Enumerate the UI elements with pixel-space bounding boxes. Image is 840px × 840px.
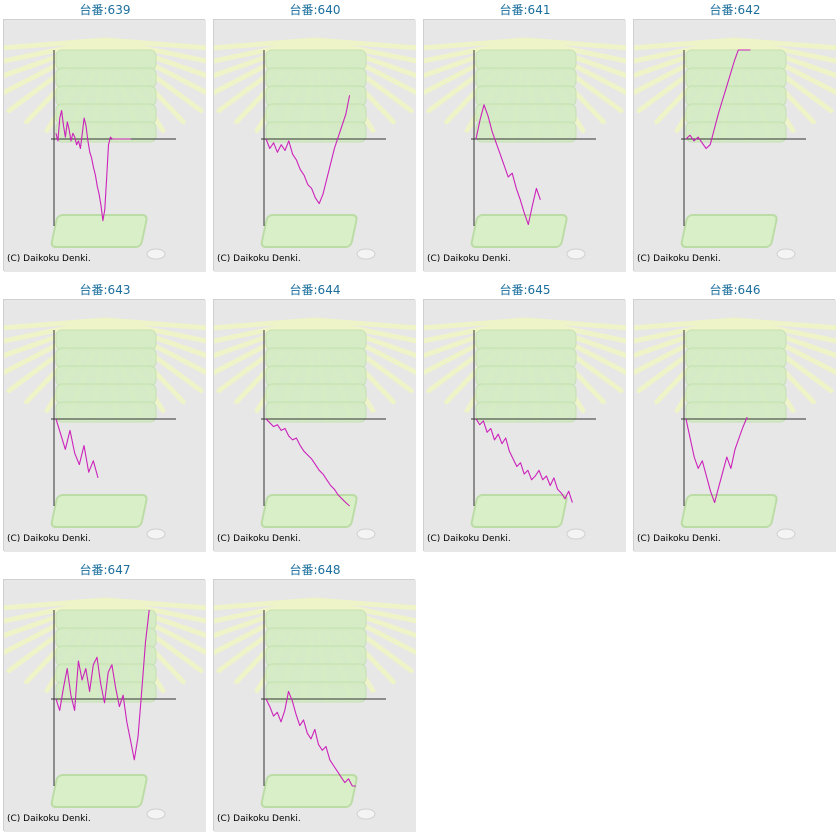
tray-icon xyxy=(680,214,778,248)
chart-frame: (C) Daikoku Denki. xyxy=(423,19,626,272)
data-series-line xyxy=(685,416,748,504)
chart-credit: (C) Daikoku Denki. xyxy=(217,814,301,824)
tray-icon xyxy=(260,494,358,528)
chart-credit: (C) Daikoku Denki. xyxy=(637,534,721,544)
data-series-line xyxy=(55,609,150,761)
coin-icon xyxy=(566,248,586,260)
chart-svg: (C) Daikoku Denki. xyxy=(4,300,206,552)
data-series-line xyxy=(265,418,350,507)
chart-cell: 台番:648 (C) Daikoku Denki. xyxy=(210,560,420,840)
coin-icon xyxy=(776,248,796,260)
chart-title: 台番:640 xyxy=(289,3,341,17)
chart-title: 台番:642 xyxy=(709,3,761,17)
coin-icon xyxy=(356,248,376,260)
coin-icon xyxy=(146,248,166,260)
chart-title: 台番:639 xyxy=(79,3,131,17)
chart-frame: (C) Daikoku Denki. xyxy=(3,299,206,552)
tray-icon xyxy=(470,494,568,528)
slot-machine-background-icon xyxy=(265,49,367,143)
chart-cell: 台番:642 (C) Daikoku Denki. xyxy=(630,0,840,280)
chart-svg: (C) Daikoku Denki. xyxy=(4,580,206,832)
data-series-line xyxy=(55,109,131,222)
chart-cell: 台番:641 (C) Daikoku Denki. xyxy=(420,0,630,280)
slot-machine-background-icon xyxy=(685,49,787,143)
chart-svg: (C) Daikoku Denki. xyxy=(4,20,206,272)
chart-title: 台番:645 xyxy=(499,283,551,297)
chart-credit: (C) Daikoku Denki. xyxy=(427,534,511,544)
chart-frame: (C) Daikoku Denki. xyxy=(633,299,836,552)
chart-cell: 台番:645 (C) Daikoku Denki. xyxy=(420,280,630,560)
tray-icon xyxy=(260,214,358,248)
chart-credit: (C) Daikoku Denki. xyxy=(7,814,91,824)
coin-icon xyxy=(356,808,376,820)
chart-credit: (C) Daikoku Denki. xyxy=(217,534,301,544)
data-series-line xyxy=(685,49,751,150)
tray-icon xyxy=(50,774,148,808)
chart-title: 台番:648 xyxy=(289,563,341,577)
slot-machine-background-icon xyxy=(265,609,367,703)
slot-machine-background-icon xyxy=(55,609,157,703)
coin-icon xyxy=(566,528,586,540)
coin-icon xyxy=(776,528,796,540)
data-series-line xyxy=(475,418,573,503)
chart-frame: (C) Daikoku Denki. xyxy=(3,579,206,832)
chart-cell: 台番:639 (C) Daikoku Denki. xyxy=(0,0,210,280)
slot-machine-background-icon xyxy=(265,329,367,423)
coin-icon xyxy=(356,528,376,540)
chart-cell: 台番:646 (C) Daikoku Denki. xyxy=(630,280,840,560)
tray-icon xyxy=(50,494,148,528)
slot-machine-background-icon xyxy=(475,329,577,423)
tray-icon xyxy=(470,214,568,248)
chart-svg: (C) Daikoku Denki. xyxy=(424,20,626,272)
chart-credit: (C) Daikoku Denki. xyxy=(217,254,301,264)
chart-frame: (C) Daikoku Denki. xyxy=(213,19,416,272)
chart-cell: 台番:643 (C) Daikoku Denki. xyxy=(0,280,210,560)
chart-credit: (C) Daikoku Denki. xyxy=(7,534,91,544)
chart-cell: 台番:644 (C) Daikoku Denki. xyxy=(210,280,420,560)
chart-svg: (C) Daikoku Denki. xyxy=(634,20,836,272)
chart-title: 台番:644 xyxy=(289,283,341,297)
tray-icon xyxy=(260,774,358,808)
chart-frame: (C) Daikoku Denki. xyxy=(423,299,626,552)
data-series-line xyxy=(265,690,356,787)
data-series-line xyxy=(265,95,351,205)
chart-svg: (C) Daikoku Denki. xyxy=(424,300,626,552)
slot-machine-background-icon xyxy=(475,49,577,143)
slot-machine-background-icon xyxy=(685,329,787,423)
chart-credit: (C) Daikoku Denki. xyxy=(637,254,721,264)
chart-cell: 台番:640 (C) Daikoku Denki. xyxy=(210,0,420,280)
tray-icon xyxy=(50,214,148,248)
chart-title: 台番:643 xyxy=(79,283,131,297)
chart-frame: (C) Daikoku Denki. xyxy=(633,19,836,272)
chart-title: 台番:647 xyxy=(79,563,131,577)
data-series-line xyxy=(475,104,541,226)
tray-icon xyxy=(680,494,778,528)
chart-credit: (C) Daikoku Denki. xyxy=(427,254,511,264)
chart-title: 台番:646 xyxy=(709,283,761,297)
coin-icon xyxy=(146,528,166,540)
chart-frame: (C) Daikoku Denki. xyxy=(3,19,206,272)
chart-svg: (C) Daikoku Denki. xyxy=(634,300,836,552)
chart-svg: (C) Daikoku Denki. xyxy=(214,580,416,832)
chart-credit: (C) Daikoku Denki. xyxy=(7,254,91,264)
chart-frame: (C) Daikoku Denki. xyxy=(213,579,416,832)
chart-cell: 台番:647 (C) Daikoku Denki. xyxy=(0,560,210,840)
data-series-line xyxy=(55,418,99,479)
coin-icon xyxy=(146,808,166,820)
chart-svg: (C) Daikoku Denki. xyxy=(214,20,416,272)
slot-machine-background-icon xyxy=(55,49,157,143)
chart-svg: (C) Daikoku Denki. xyxy=(214,300,416,552)
chart-title: 台番:641 xyxy=(499,3,551,17)
slot-machine-background-icon xyxy=(55,329,157,423)
chart-frame: (C) Daikoku Denki. xyxy=(213,299,416,552)
